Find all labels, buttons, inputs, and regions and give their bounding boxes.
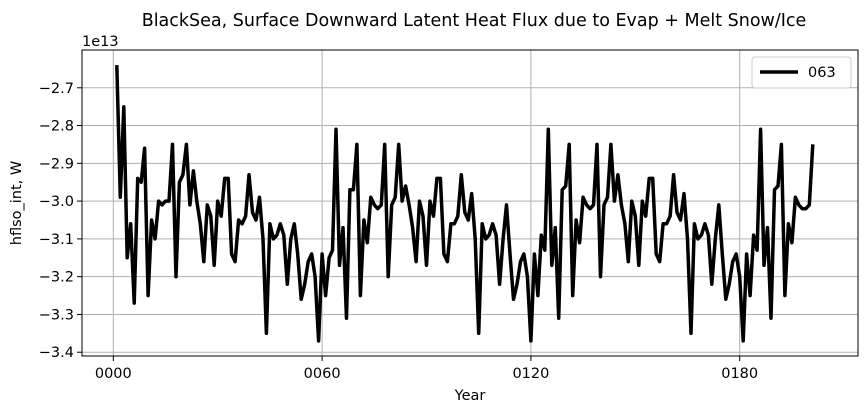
y-tick-label: −2.8 <box>39 119 74 135</box>
chart-title: BlackSea, Surface Downward Latent Heat F… <box>142 11 807 31</box>
y-axis: −3.4 −3.3 −3.2 −3.1 −3.0 −2.9 −2.8 −2.7 <box>39 81 82 361</box>
y-tick-label: −3.1 <box>39 232 74 248</box>
y-tick-label: −2.7 <box>39 81 74 97</box>
y-tick-label: −3.4 <box>39 345 74 361</box>
legend-entry-063: 063 <box>808 65 836 81</box>
x-axis-label: Year <box>454 388 486 404</box>
y-axis-offset-label: 1e13 <box>82 34 119 50</box>
x-tick-label: 0000 <box>95 366 132 382</box>
y-tick-label: −3.2 <box>39 270 74 286</box>
y-tick-label: −3.3 <box>39 307 74 323</box>
y-tick-label: −3.0 <box>39 194 74 210</box>
y-axis-label: hflso_int, W <box>9 161 25 245</box>
x-axis: 0000 0060 0120 0180 <box>95 356 758 382</box>
series-line-063 <box>115 65 815 343</box>
y-tick-label: −2.9 <box>39 156 74 172</box>
plot-frame <box>81 49 859 357</box>
x-tick-label: 0120 <box>512 366 549 382</box>
x-tick-label: 0060 <box>304 366 341 382</box>
legend: 063 <box>751 56 852 89</box>
legend-box <box>751 56 852 89</box>
series-layer <box>115 65 815 343</box>
x-tick-label: 0180 <box>721 366 758 382</box>
